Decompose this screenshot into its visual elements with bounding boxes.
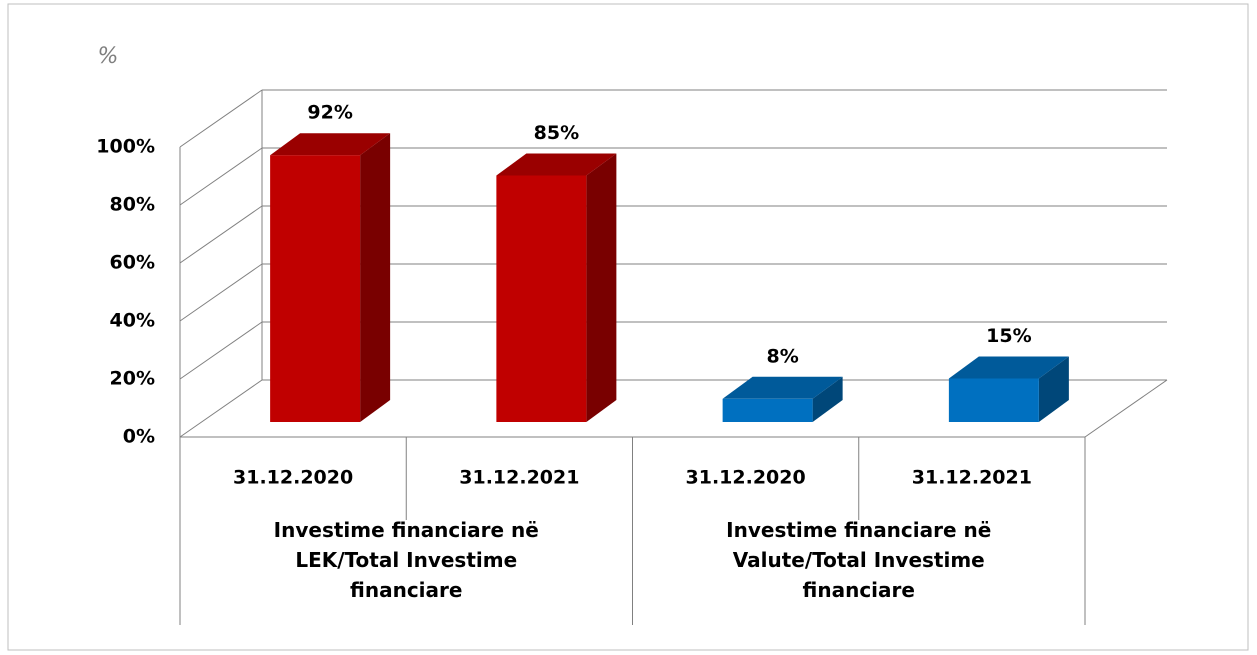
y-tick-label: 20% (110, 368, 155, 390)
grid-line (179, 89, 263, 148)
grid-line (179, 205, 263, 264)
bar-side (1038, 356, 1069, 422)
bar (496, 175, 587, 422)
x-tick-label: 31.12.2020 (686, 467, 806, 489)
x-tick-label: 31.12.2020 (233, 467, 353, 489)
grid-line (179, 263, 263, 322)
x-tick-label: 31.12.2021 (912, 467, 1032, 489)
floor-edge (1084, 379, 1168, 438)
group-label: Investime financiare në LEK/Total Invest… (273, 518, 539, 602)
y-axis-title: % (98, 44, 119, 69)
x-tick-label: 31.12.2021 (459, 467, 579, 489)
y-tick-label: 0% (123, 426, 155, 448)
grid-line (179, 147, 263, 206)
data-label: 15% (986, 325, 1031, 347)
bar (948, 378, 1039, 422)
y-tick-label: 80% (110, 194, 155, 216)
data-label: 92% (307, 102, 352, 124)
bar-side (360, 133, 391, 422)
bar-top (496, 153, 617, 176)
y-tick-label: 40% (110, 310, 155, 332)
bar-top (722, 376, 843, 399)
bar-side (812, 376, 843, 422)
y-tick-label: 60% (110, 252, 155, 274)
grid-line (179, 379, 263, 438)
y-tick-label: 100% (96, 136, 155, 158)
data-label: 85% (534, 122, 579, 144)
bar-top (948, 356, 1069, 379)
frame (7, 3, 1249, 651)
bar (270, 155, 361, 422)
bar-side (586, 153, 617, 422)
data-label: 8% (766, 345, 798, 367)
group-label: Investime financiare në Valute/Total Inv… (726, 518, 992, 602)
bar (722, 398, 813, 422)
grid-line (179, 321, 263, 380)
bar-top (270, 133, 391, 156)
